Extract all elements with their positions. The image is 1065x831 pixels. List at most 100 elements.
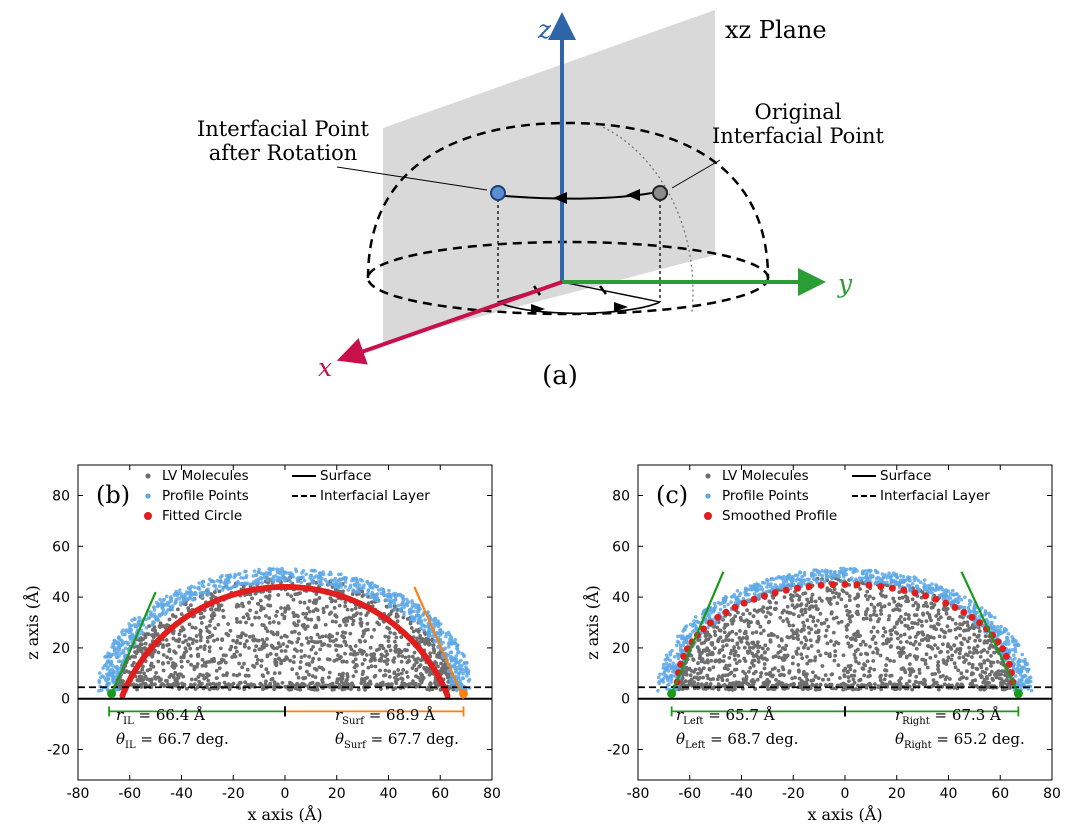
lv-molecule-point [818, 653, 823, 658]
lv-molecule-point [950, 653, 955, 658]
lv-molecule-point [724, 643, 729, 648]
profile-point [673, 674, 677, 678]
lv-molecule-point [343, 604, 347, 609]
lv-molecule-point [887, 602, 892, 606]
profile-point [901, 574, 906, 579]
lv-molecule-point [193, 677, 198, 682]
lv-molecule-point [264, 643, 269, 648]
plane-label: xz Plane [725, 16, 827, 44]
original-label-line2: Interfacial Point [712, 124, 885, 148]
lv-molecule-point [924, 619, 929, 623]
lv-molecule-point [441, 667, 446, 671]
lv-molecule-point [833, 649, 838, 654]
lv-molecule-point [384, 682, 389, 687]
lv-molecule-point [904, 599, 908, 604]
profile-point [669, 680, 673, 684]
lv-molecule-point [980, 674, 984, 679]
lv-molecule-point [393, 645, 398, 650]
profile-point [178, 588, 182, 592]
profile-point [108, 668, 112, 673]
lv-molecule-point [241, 615, 246, 620]
lv-molecules-layer [672, 575, 1017, 692]
lv-molecule-point [996, 669, 1001, 673]
lv-molecule-point [921, 604, 926, 608]
lv-molecule-point [897, 590, 902, 594]
profile-point [299, 575, 304, 580]
lv-molecule-point [770, 674, 775, 679]
lv-molecule-point [897, 651, 901, 655]
lv-molecule-point [857, 678, 862, 683]
lv-molecule-point [806, 646, 811, 651]
profile-point [357, 583, 362, 587]
lv-molecule-point [285, 644, 290, 649]
lv-molecule-point [861, 667, 866, 671]
x-tick-label: 20 [328, 786, 346, 802]
lv-molecule-point [310, 687, 314, 692]
lv-molecule-point [276, 593, 281, 597]
lv-molecule-point [325, 604, 329, 609]
lv-molecule-point [307, 672, 311, 677]
lv-molecule-point [283, 649, 288, 653]
profile-point [791, 574, 795, 579]
profile-point [314, 574, 319, 578]
profile-point [304, 572, 308, 577]
lv-molecule-point [908, 635, 912, 640]
profile-point [162, 598, 166, 602]
lv-molecule-point [925, 638, 930, 643]
profile-point [822, 580, 827, 584]
profile-point [257, 567, 261, 572]
lv-molecule-point [337, 603, 342, 608]
lv-molecule-point [268, 652, 273, 656]
lv-molecule-point [900, 595, 905, 600]
profile-point [312, 568, 316, 573]
lv-molecule-point [808, 614, 813, 619]
profile-point [271, 567, 276, 571]
lv-molecule-point [970, 662, 975, 667]
lv-molecule-point [750, 631, 755, 635]
lv-molecule-point [275, 630, 280, 635]
lv-molecule-point [212, 613, 217, 618]
lv-molecule-point [213, 626, 217, 631]
lv-molecule-point [954, 636, 959, 640]
lv-molecule-point [309, 635, 313, 640]
lv-molecule-point [219, 603, 224, 608]
lv-molecule-point [327, 635, 332, 640]
lv-molecule-point [985, 682, 989, 687]
lv-molecule-point [372, 627, 376, 632]
lv-molecule-point [985, 658, 990, 662]
lv-molecule-point [167, 647, 172, 652]
profile-point [152, 605, 156, 609]
profile-point [928, 590, 933, 595]
lv-molecule-point [261, 641, 266, 646]
lv-molecule-point [378, 668, 382, 673]
profile-point [225, 582, 229, 586]
profile-point [757, 583, 761, 587]
lv-molecule-point [885, 637, 890, 642]
lv-molecule-point [161, 668, 166, 673]
y-tick-label: 60 [52, 539, 70, 555]
profile-point [762, 581, 767, 585]
lv-molecule-point [813, 658, 817, 663]
lv-molecule-point [868, 644, 872, 649]
lv-molecule-point [748, 645, 752, 650]
lv-molecule-point [991, 645, 996, 649]
lv-molecule-point [936, 617, 941, 622]
lv-molecule-point [365, 621, 370, 626]
lv-molecule-point [288, 658, 293, 663]
left-radius-annotation: rIL = 66.4 Å [116, 706, 205, 727]
lv-molecule-point [871, 625, 876, 630]
lv-molecule-point [724, 663, 729, 668]
profile-point [412, 619, 417, 623]
lv-molecule-point [228, 628, 233, 633]
profile-point [421, 612, 426, 616]
lv-molecule-point [312, 640, 317, 644]
profile-point [282, 571, 287, 575]
profile-point [338, 581, 343, 585]
lv-molecule-point [705, 646, 709, 651]
lv-molecule-point [843, 604, 848, 609]
lv-molecule-point [199, 621, 204, 625]
lv-molecule-point [852, 673, 857, 678]
lv-molecule-point [410, 654, 415, 659]
profile-point [995, 634, 1000, 638]
profile-point [1020, 681, 1024, 685]
